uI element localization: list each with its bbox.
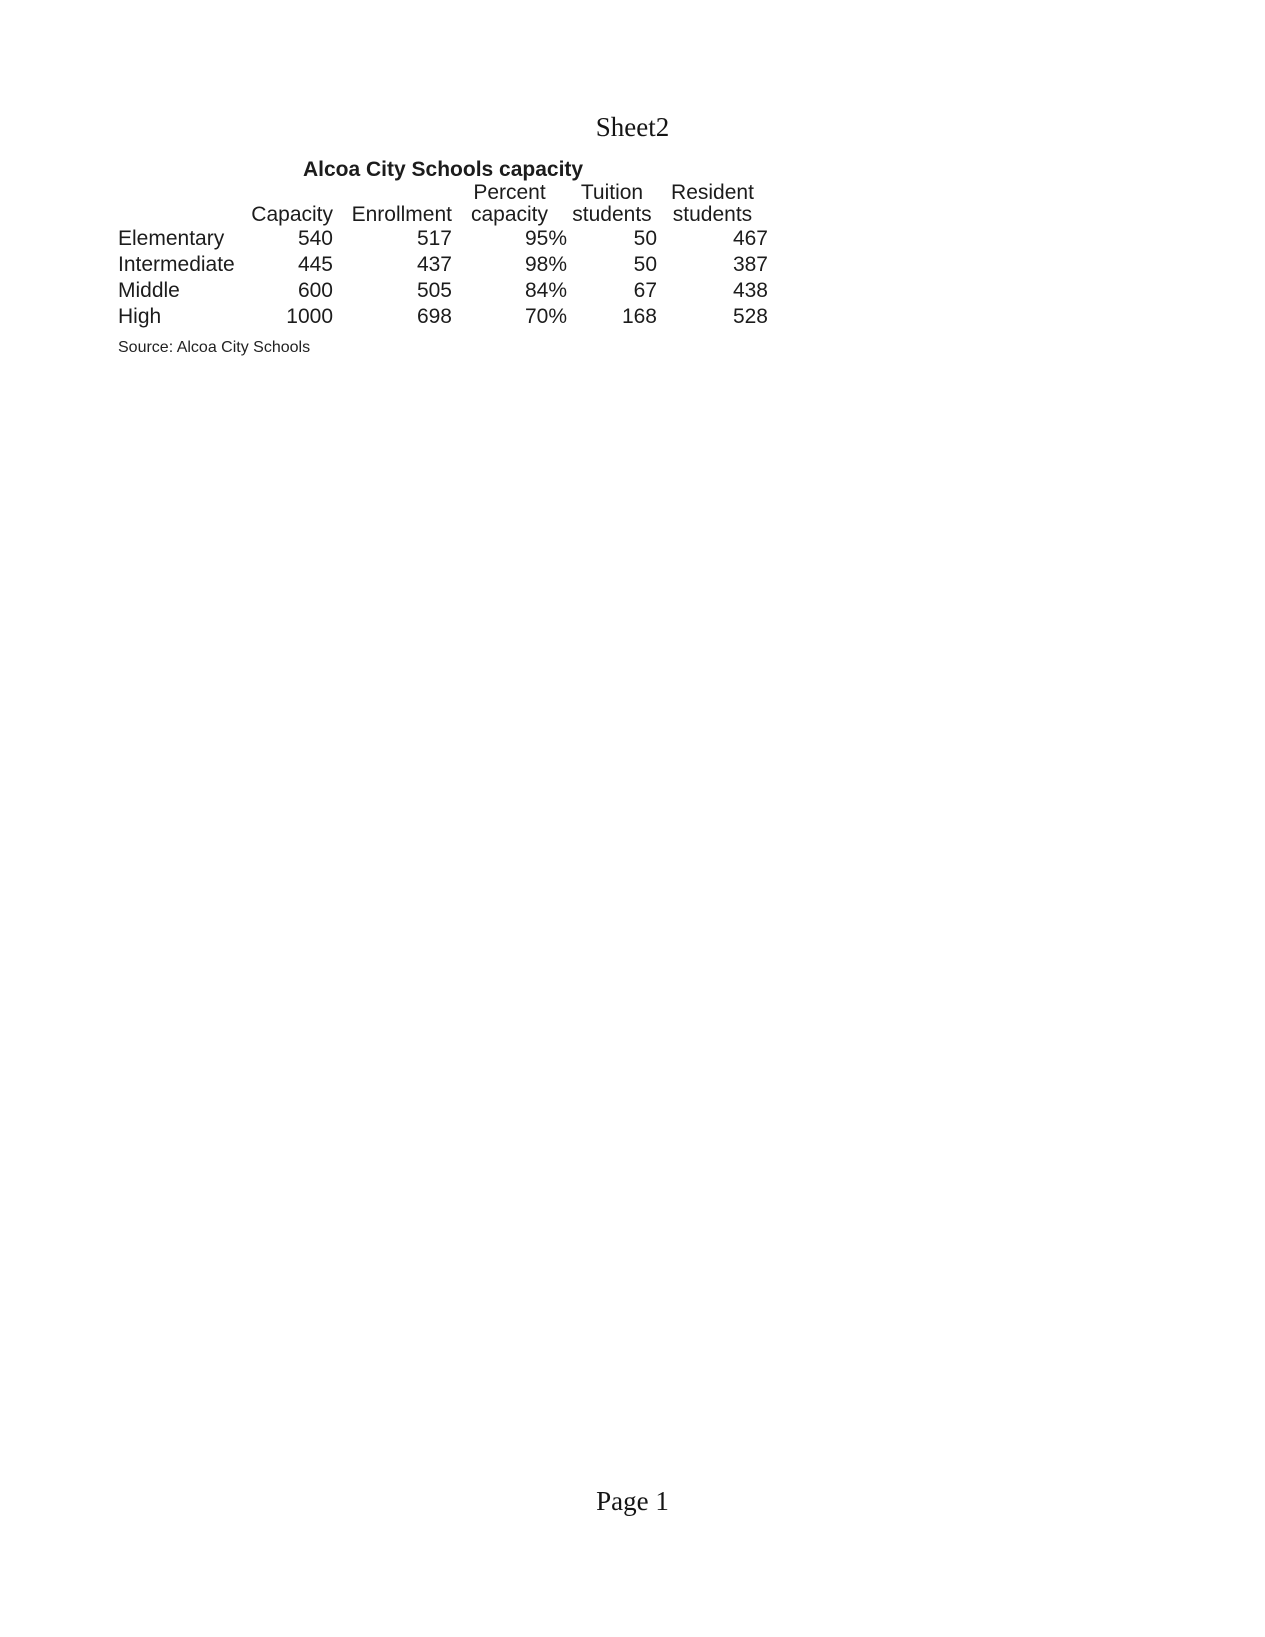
column-header-capacity: Capacity [215, 182, 333, 226]
row-label: Elementary [118, 227, 225, 250]
cell-tuition-students: 67 [633, 279, 657, 302]
cell-resident-students: 528 [732, 305, 768, 328]
column-header-empty [118, 182, 215, 226]
cell-resident-students: 467 [732, 227, 768, 250]
cell-capacity: 445 [297, 253, 333, 276]
column-header-enrollment: Enrollment [333, 182, 452, 226]
cell-tuition-students: 50 [633, 253, 657, 276]
row-label: Middle [118, 279, 180, 302]
table-area: Alcoa City Schools capacity Capacity Enr… [118, 158, 768, 357]
cell-enrollment: 437 [416, 253, 452, 276]
cell-capacity: 540 [297, 227, 333, 250]
cell-enrollment: 517 [416, 227, 452, 250]
row-label: High [118, 305, 162, 328]
source-note: Source: Alcoa City Schools [118, 339, 311, 356]
column-header-tuition-students: Tuition students [567, 182, 657, 226]
page-number-footer: Page 1 [596, 1486, 669, 1516]
cell-capacity: 1000 [286, 305, 333, 328]
column-header-line2: students [572, 203, 652, 226]
table-row-intermediate: Intermediate 445 437 98% 50 387 [118, 252, 768, 278]
cell-percent-capacity: 98% [524, 253, 567, 276]
capacity-table: Capacity Enrollment Percent capacity Tui… [118, 182, 768, 330]
cell-resident-students: 387 [732, 253, 768, 276]
column-header-line2: students [672, 203, 753, 226]
table-row-elementary: Elementary 540 517 95% 50 467 [118, 226, 768, 252]
column-header-line2: capacity [470, 203, 549, 226]
cell-capacity: 600 [297, 279, 333, 302]
cell-enrollment: 505 [416, 279, 452, 302]
table-row-middle: Middle 600 505 84% 67 438 [118, 278, 768, 304]
table-title: Alcoa City Schools capacity [303, 158, 584, 181]
column-header-line1: Percent [473, 181, 546, 204]
cell-resident-students: 438 [732, 279, 768, 302]
sheet-name-header: Sheet2 [595, 112, 670, 142]
column-header-line1 [215, 182, 333, 204]
column-header-line1: Resident [671, 181, 754, 204]
cell-percent-capacity: 95% [524, 227, 567, 250]
cell-tuition-students: 168 [621, 305, 657, 328]
column-header-percent-capacity: Percent capacity [452, 182, 567, 226]
cell-percent-capacity: 84% [524, 279, 567, 302]
column-header-line2: Enrollment [351, 203, 452, 226]
column-header-line1: Tuition [580, 181, 644, 204]
column-header-line1 [333, 182, 452, 204]
table-row-high: High 1000 698 70% 168 528 [118, 304, 768, 330]
column-header-resident-students: Resident students [657, 182, 768, 226]
cell-percent-capacity: 70% [524, 305, 567, 328]
table-header-row: Capacity Enrollment Percent capacity Tui… [118, 182, 768, 226]
cell-tuition-students: 50 [633, 227, 657, 250]
row-label: Intermediate [118, 253, 235, 276]
column-header-line2: Capacity [251, 203, 333, 226]
cell-enrollment: 698 [416, 305, 452, 328]
